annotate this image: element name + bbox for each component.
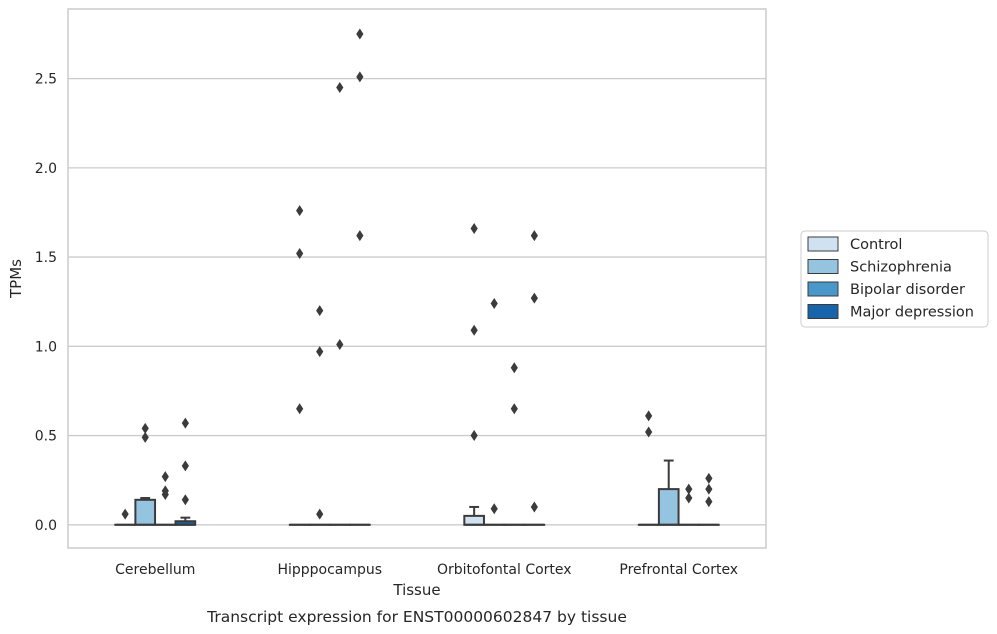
outlier-point <box>705 496 713 508</box>
legend-label: Schizophrenia <box>850 260 952 276</box>
outlier-point <box>336 339 344 351</box>
gridlines <box>68 77 766 526</box>
outlier-point <box>356 230 364 242</box>
outlier-point <box>141 431 149 443</box>
outlier-point <box>490 297 498 309</box>
outlier-point <box>470 223 478 235</box>
legend-swatch <box>807 236 839 252</box>
outlier-points <box>121 28 713 520</box>
box-body <box>463 514 485 526</box>
y-tick-labels: 0.0 0.5 1.0 1.5 2.0 2.5 <box>35 72 57 534</box>
x-axis-title: Tissue <box>392 581 440 599</box>
x-tick-label: Hipppocampus <box>277 562 382 578</box>
outlier-point <box>316 346 324 358</box>
outlier-point <box>490 503 498 515</box>
y-tick-label: 1.5 <box>35 250 57 266</box>
outlier-point <box>161 471 169 483</box>
y-tick-label: 0.5 <box>35 429 57 445</box>
outlier-point <box>121 508 129 520</box>
outlier-point <box>141 422 149 434</box>
box-body <box>657 488 680 526</box>
outlier-point <box>296 403 304 415</box>
outlier-point <box>161 485 169 497</box>
legend: Control Schizophrenia Bipolar disorder Majo… <box>800 230 989 328</box>
outlier-point <box>510 403 518 415</box>
y-tick-label: 2.5 <box>35 72 57 88</box>
outlier-point <box>705 472 713 484</box>
outlier-point <box>705 483 713 495</box>
x-tick-labels: Cerebellum Hipppocampus Orbitofontal Corte… <box>115 562 738 578</box>
box-major-depression <box>174 516 197 526</box>
legend-swatch <box>807 259 839 274</box>
outlier-point <box>356 28 364 40</box>
y-tick-label: 0.0 <box>35 518 57 534</box>
outlier-point <box>685 492 693 504</box>
outlier-point <box>470 324 478 336</box>
legend-swatch <box>807 281 839 297</box>
outlier-point <box>530 230 538 242</box>
outlier-point <box>336 82 344 94</box>
x-tick-label: Cerebellum <box>115 562 195 578</box>
y-tick-label: 2.0 <box>35 161 57 177</box>
legend-label: Bipolar disorder <box>850 282 965 298</box>
y-axis-title: TPMs <box>7 259 25 299</box>
x-tick-label: Prefrontal Cortex <box>619 562 738 578</box>
legend-frame <box>800 230 989 328</box>
outlier-point <box>181 494 189 506</box>
outlier-point <box>356 71 364 83</box>
box-schizophrenia <box>134 497 157 526</box>
legend-swatch <box>807 304 839 319</box>
box-body <box>134 498 157 526</box>
outlier-point <box>645 410 653 422</box>
box-schizophrenia <box>657 459 680 526</box>
outlier-point <box>296 205 304 217</box>
outlier-point <box>296 248 304 260</box>
outlier-point <box>316 305 324 317</box>
legend-label: Control <box>850 237 902 253</box>
y-tick-label: 1.0 <box>35 339 57 355</box>
x-tick-label: Orbitofontal Cortex <box>437 562 572 578</box>
outlier-point <box>530 292 538 304</box>
outlier-point <box>470 430 478 442</box>
outlier-point <box>645 426 653 438</box>
outlier-point <box>316 508 324 520</box>
outlier-point <box>181 417 189 429</box>
outlier-point <box>181 460 189 472</box>
box-control <box>463 505 485 526</box>
legend-label: Major depression <box>850 305 974 321</box>
chart-caption: Transcript expression for ENST0000060284… <box>206 608 627 626</box>
outlier-point <box>685 483 693 495</box>
outlier-point <box>510 362 518 374</box>
plot-frame <box>67 8 767 549</box>
boxes <box>114 459 720 526</box>
outlier-point <box>530 501 538 513</box>
